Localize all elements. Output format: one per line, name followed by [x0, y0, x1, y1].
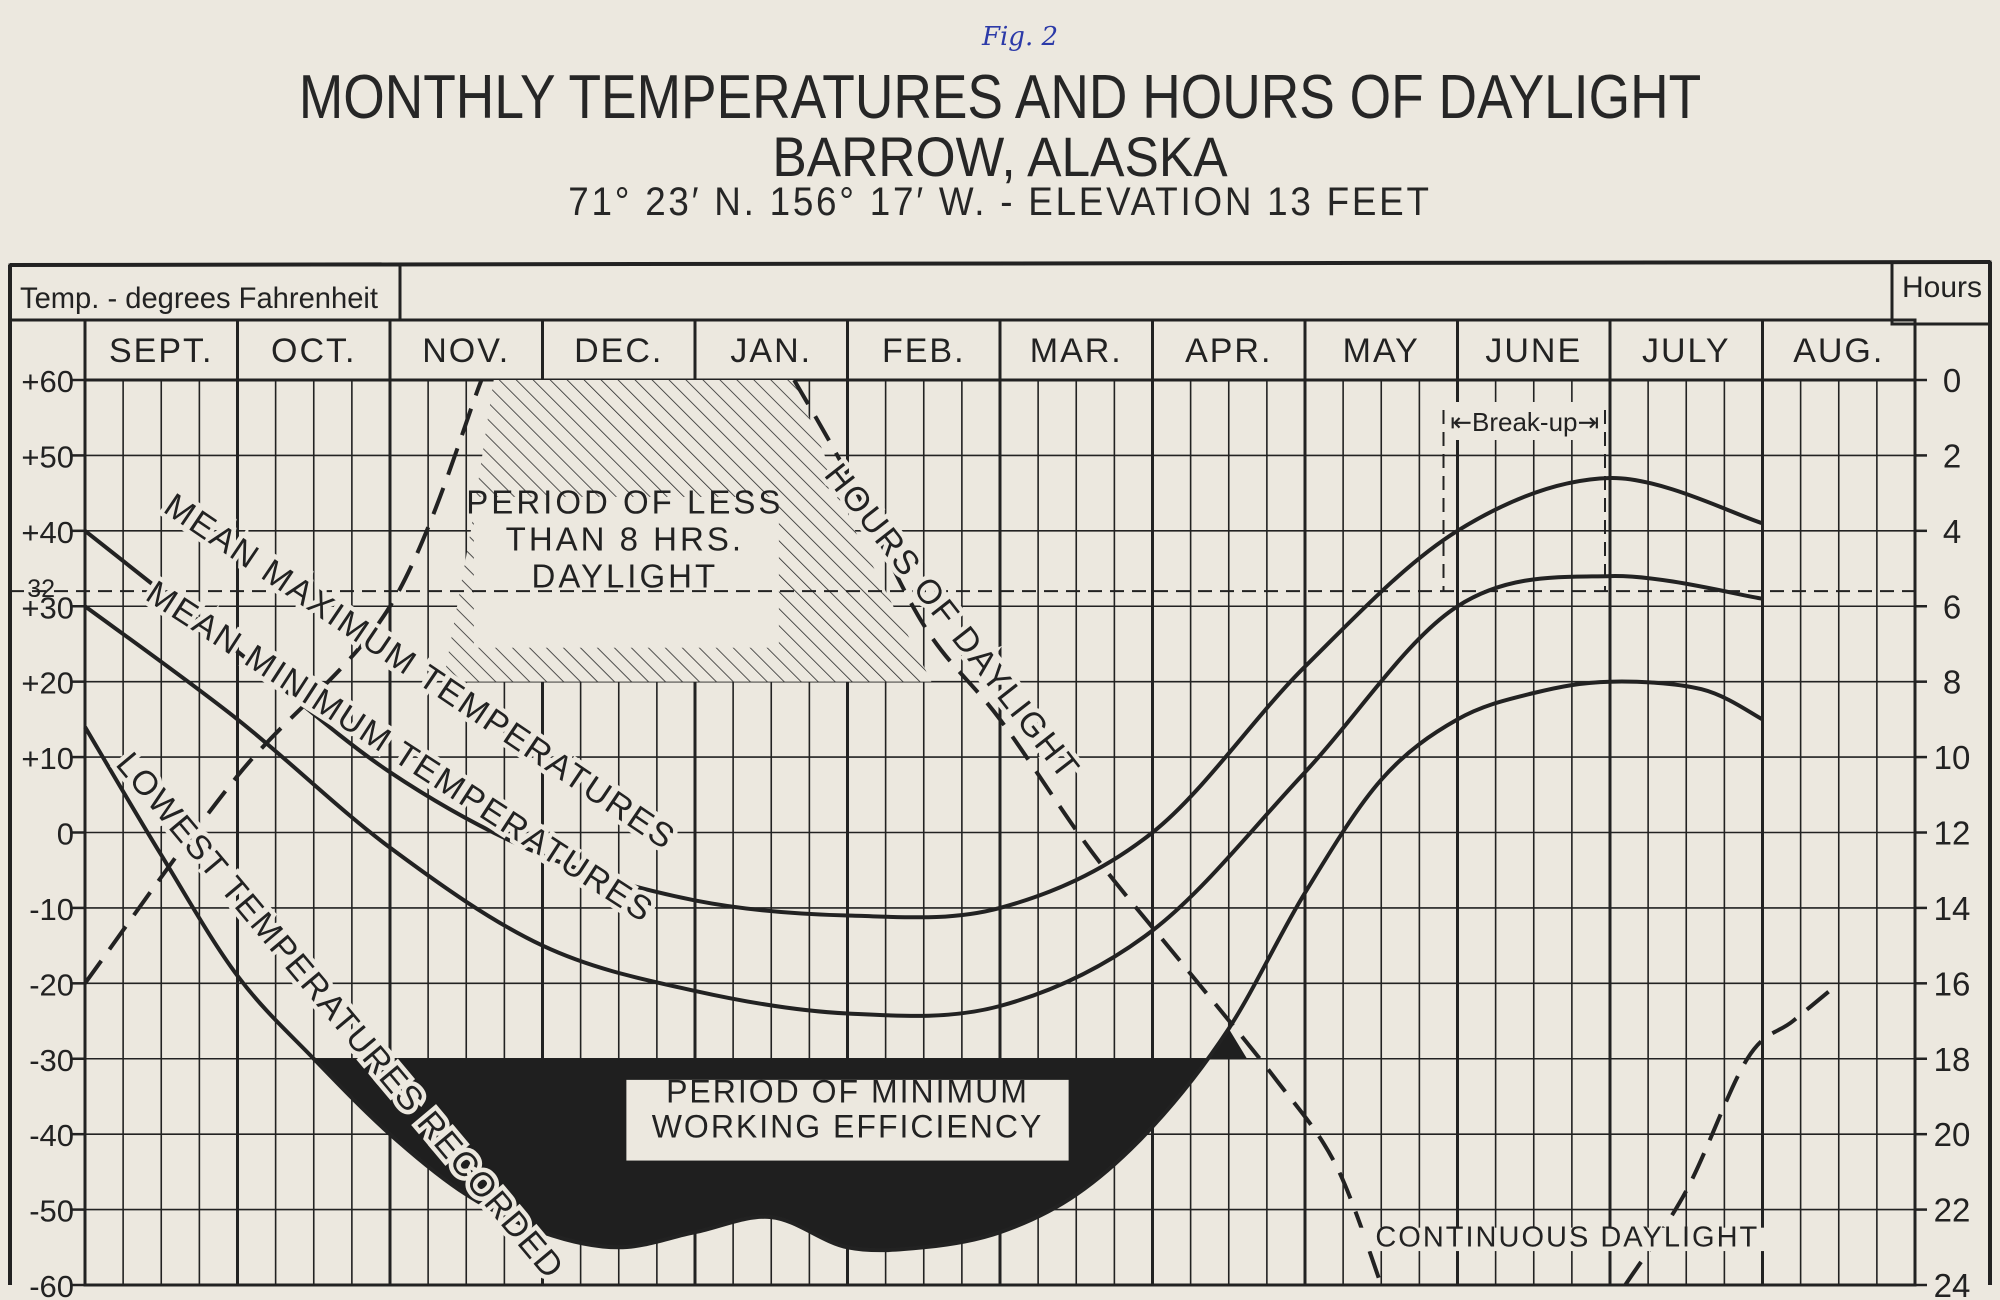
hours-tick-label: 14 [1934, 890, 1971, 927]
month-label-may: MAY [1343, 332, 1420, 370]
hours-tick-label: 24 [1934, 1267, 1971, 1300]
hours-tick-label: 12 [1934, 815, 1971, 852]
hours-axis-label: Hours [1902, 271, 1982, 304]
series-line-2 [83, 679, 1764, 1253]
series-line-1 [83, 574, 1763, 1018]
hours-label-box [1890, 260, 1992, 326]
chart-subtitle: BARROW, ALASKA [772, 125, 1228, 188]
month-label-sept: SEPT. [109, 332, 213, 370]
month-label-apr: APR. [1185, 332, 1272, 370]
hours-tick-label: 16 [1934, 965, 1971, 1002]
temp-tick-label: -20 [29, 967, 74, 1002]
hours-tick-label: 2 [1943, 437, 1961, 474]
temp-tick-label: +20 [21, 666, 74, 701]
temp-tick-label-32: 32 [27, 575, 55, 603]
continuous-daylight-bg [1358, 1227, 1778, 1252]
month-label-june: JUNE [1485, 332, 1582, 370]
hours-tick-label: 10 [1934, 739, 1971, 776]
hours-tick-label: 22 [1934, 1192, 1971, 1229]
less-than-8hrs-label-bg [473, 496, 779, 648]
temp-tick-label: -40 [29, 1118, 74, 1153]
temp-tick-label: 0 [57, 817, 74, 852]
temperature-axis-label: Temp. - degrees Fahrenheit [20, 282, 379, 315]
month-header: SEPT. OCT. NOV. DEC. JAN. FEB. MAR. APR. MAY JUNE… [109, 332, 1884, 370]
temp-tick-label: -60 [29, 1269, 74, 1300]
series-line-3 [83, 379, 484, 985]
month-label-oct: OCT. [271, 332, 356, 370]
month-label-nov: NOV. [422, 332, 510, 370]
temp-tick-label: +50 [21, 439, 74, 474]
month-label-july: JULY [1642, 332, 1731, 370]
break-up-label-bg [1447, 402, 1602, 440]
hours-tick-label: 18 [1934, 1041, 1971, 1078]
hours-tick-label: 8 [1943, 664, 1961, 701]
min-efficiency-label: PERIOD OF MINIMUM [666, 1073, 1029, 1109]
month-label-dec: DEC. [574, 332, 663, 370]
less-than-8hrs-label: THAN 8 HRS. [506, 520, 744, 557]
temp-tick-label: -50 [29, 1194, 74, 1229]
temperature-axis: Temp. - degrees Fahrenheit +60 +50 +40 +30 +2… [20, 282, 379, 1300]
temp-tick-label: -30 [29, 1043, 74, 1078]
month-label-aug: AUG. [1793, 332, 1884, 370]
month-label-feb: FEB. [882, 332, 966, 370]
temp-tick-label: +40 [21, 515, 74, 550]
less-than-8hrs-label: DAYLIGHT [532, 557, 719, 594]
hours-tick-label: 0 [1943, 362, 1961, 399]
chart-title: MONTHLY TEMPERATURES AND HOURS OF DAYLIG… [298, 63, 1702, 132]
series-lines [10, 379, 1915, 1287]
hours-tick-label: 4 [1943, 513, 1961, 550]
month-label-jan: JAN. [730, 332, 812, 370]
min-efficiency-label: WORKING EFFICIENCY [652, 1108, 1044, 1144]
temp-tick-label: +60 [21, 364, 74, 399]
temp-tick-label: +30 [21, 590, 74, 625]
temp-tick-label: +10 [21, 741, 74, 776]
temp-tick-label: -10 [29, 892, 74, 927]
chart-location: 71° 23′ N. 156° 17′ W. - ELEVATION 13 FE… [568, 180, 1432, 224]
figure-label: Fig. 2 [981, 22, 1059, 52]
series-line-4 [792, 379, 1384, 1286]
month-label-mar: MAR. [1030, 332, 1123, 370]
hours-tick-label: 6 [1943, 588, 1961, 625]
series-line-0 [83, 475, 1764, 920]
min-efficiency-label-bg [626, 1079, 1069, 1161]
less-than-8hrs-label: PERIOD OF LESS [466, 483, 783, 520]
continuous-daylight-label: CONTINUOUS DAYLIGHT [1375, 1222, 1759, 1254]
break-up-label: ⇤Break-up⇥ [1450, 407, 1599, 437]
hours-tick-label: 20 [1934, 1116, 1971, 1153]
